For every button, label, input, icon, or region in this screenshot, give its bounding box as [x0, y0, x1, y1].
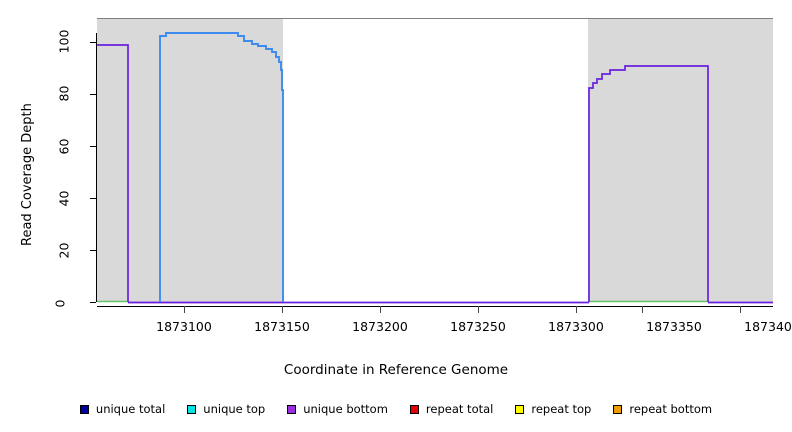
x-tick-label-1873150: 1873150 — [254, 319, 310, 334]
legend-swatch-unique-total — [79, 404, 89, 414]
shaded-region-left — [97, 18, 283, 302]
legend-item-unique-total: unique total — [79, 402, 166, 416]
series-unique-bottom-right — [588, 65, 709, 302]
legend-label-repeat-top: repeat top — [531, 402, 592, 416]
legend-item-unique-top: unique top — [187, 402, 265, 416]
legend-swatch-unique-bottom — [287, 404, 297, 414]
x-tick-label-1873100: 1873100 — [156, 319, 212, 334]
legend-swatch-unique-top — [187, 404, 197, 414]
legend-label-repeat-total: repeat total — [425, 402, 494, 416]
chart-legend: unique total unique top unique bottom re… — [0, 398, 792, 420]
x-tick-label-1873250: 1873250 — [450, 319, 506, 334]
x-tick-label-1873200: 1873200 — [352, 319, 408, 334]
x-tick-label-1873350: 1873350 — [646, 319, 702, 334]
shaded-region-right — [588, 18, 773, 302]
legend-label-unique-top: unique top — [203, 402, 266, 416]
legend-swatch-repeat-top — [515, 404, 525, 414]
legend-swatch-repeat-bottom — [613, 404, 623, 414]
legend-item-repeat-top: repeat top — [515, 402, 591, 416]
x-tick-label-1873300: 1873300 — [548, 319, 604, 334]
x-tick-label-1873400: 1873400 — [744, 319, 792, 334]
legend-item-repeat-total: repeat total — [409, 402, 494, 416]
legend-item-unique-bottom: unique bottom — [287, 402, 388, 416]
x-axis-title: Coordinate in Reference Genome — [283, 362, 509, 378]
series-coverage-step — [159, 32, 284, 302]
series-unique-bottom-left — [97, 44, 129, 302]
legend-label-unique-bottom: unique bottom — [303, 402, 388, 416]
legend-label-repeat-bottom: repeat bottom — [629, 402, 713, 416]
legend-item-repeat-bottom: repeat bottom — [613, 402, 712, 416]
legend-swatch-repeat-total — [409, 404, 419, 414]
legend-label-unique-total: unique total — [95, 402, 166, 416]
